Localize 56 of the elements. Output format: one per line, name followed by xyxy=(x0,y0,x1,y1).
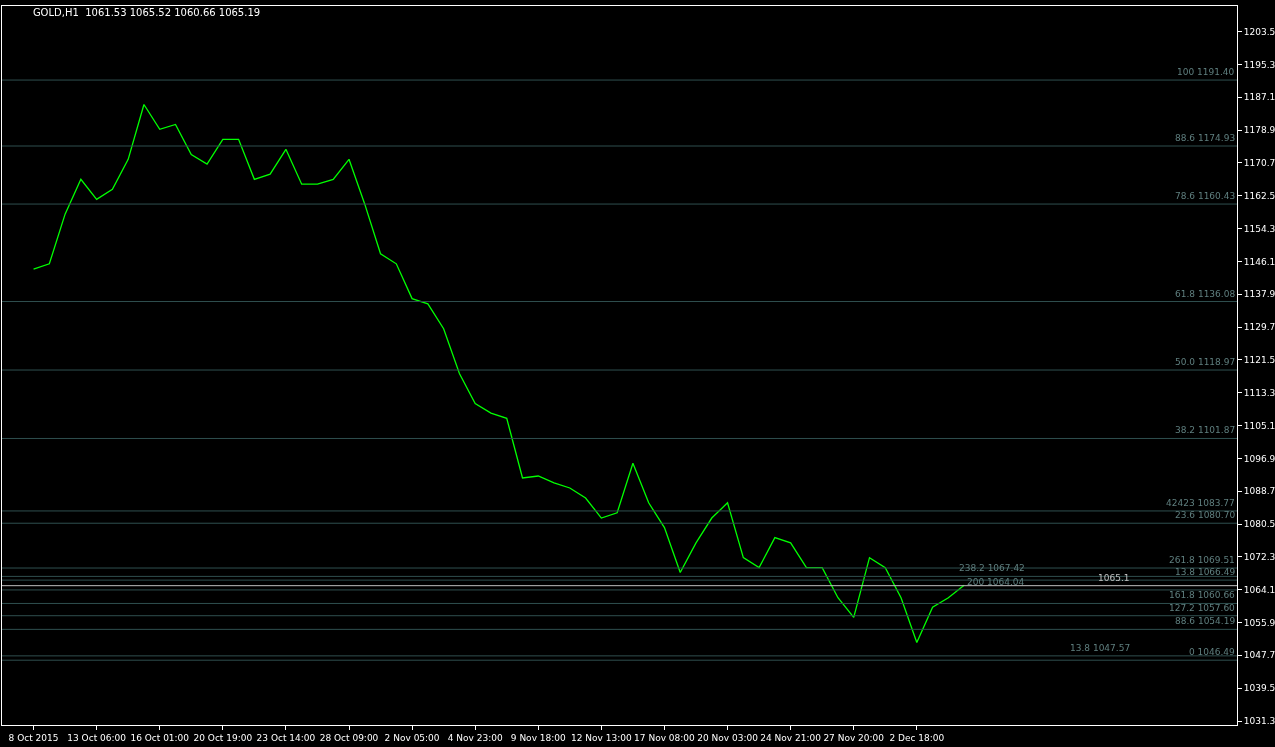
y-tick-label: 1178.9 xyxy=(1243,125,1275,136)
ref-line-label: 13.8 1047.57 xyxy=(1070,643,1131,653)
ref-line-label: 261.8 1069.51 xyxy=(1169,555,1235,565)
y-tick-label: 1162.5 xyxy=(1243,190,1275,201)
x-tick-label: 12 Nov 13:00 xyxy=(571,732,632,743)
ref-line-label: 127.2 1057.60 xyxy=(1169,603,1236,613)
ref-line-label: 50.0 1118.97 xyxy=(1175,357,1236,367)
y-tick-label: 1055.9 xyxy=(1243,617,1275,628)
y-tick-label: 1047.7 xyxy=(1243,650,1275,661)
y-tick-label: 1064.1 xyxy=(1243,584,1275,595)
ref-line-label: 0 1046.49 xyxy=(1189,647,1236,657)
x-tick-label: 24 Nov 21:00 xyxy=(760,732,822,743)
ref-line-label: 88.6 1174.93 xyxy=(1175,133,1236,143)
y-tick-label: 1088.7 xyxy=(1243,486,1275,497)
y-tick-label: 1072.3 xyxy=(1243,552,1275,563)
y-tick-label: 1195.3 xyxy=(1243,59,1275,70)
y-tick-label: 1154.3 xyxy=(1243,223,1275,234)
y-tick-label: 1096.9 xyxy=(1243,453,1275,464)
y-tick-label: 1146.1 xyxy=(1243,256,1275,267)
x-tick-label: 20 Oct 19:00 xyxy=(193,732,253,743)
x-tick-label: 9 Nov 18:00 xyxy=(510,732,567,743)
y-tick-label: 1105.1 xyxy=(1243,420,1275,431)
x-tick-label: 23 Oct 14:00 xyxy=(256,732,316,743)
y-tick-label: 1187.1 xyxy=(1243,92,1275,103)
y-tick-label: 1080.5 xyxy=(1243,519,1275,530)
x-tick-label: 13 Oct 06:00 xyxy=(67,732,127,743)
ref-line-label: 13.8 1066.49 xyxy=(1175,567,1236,577)
y-tick-label: 1031.3 xyxy=(1243,716,1275,727)
ref-line-label: 161.8 1060.66 xyxy=(1169,590,1236,600)
ref-line-label: 238.2 1067.42 xyxy=(959,563,1025,573)
x-tick-label: 2 Dec 18:00 xyxy=(889,732,945,743)
x-tick-label: 20 Nov 03:00 xyxy=(697,732,759,743)
y-tick-label: 1039.5 xyxy=(1243,683,1275,694)
y-tick-label: 1129.7 xyxy=(1243,322,1275,333)
chart-title: GOLD,H1 1061.53 1065.52 1060.66 1065.19 xyxy=(32,6,261,18)
ref-line-label: 78.6 1160.43 xyxy=(1175,191,1236,201)
x-tick-label: 28 Oct 09:00 xyxy=(319,732,379,743)
y-tick-label: 1121.5 xyxy=(1243,355,1275,366)
x-tick-label: 8 Oct 2015 xyxy=(8,732,59,743)
ref-line-label: 100 1191.40 xyxy=(1177,67,1235,77)
ref-line-label: 38.2 1101.87 xyxy=(1175,425,1236,435)
y-tick-label: 1170.7 xyxy=(1243,158,1275,169)
x-tick-label: 16 Oct 01:00 xyxy=(130,732,190,743)
ref-line-label: 42423 1083.77 xyxy=(1166,498,1235,508)
y-tick-label: 1113.3 xyxy=(1243,387,1275,398)
x-tick-label: 27 Nov 20:00 xyxy=(823,732,885,743)
y-tick-label: 1203.5 xyxy=(1243,26,1275,37)
ref-line-label: 200 1064.04 xyxy=(967,577,1025,587)
x-tick-label: 17 Nov 08:00 xyxy=(634,732,696,743)
x-tick-label: 2 Nov 05:00 xyxy=(384,732,440,743)
ref-line-label: 23.6 1080.70 xyxy=(1175,510,1236,520)
ref-line-label: 1065.1 xyxy=(1098,573,1130,583)
ref-line-label: 61.8 1136.08 xyxy=(1175,289,1236,299)
ref-line-label: 88.6 1054.19 xyxy=(1175,616,1236,626)
y-tick-label: 1137.9 xyxy=(1243,289,1275,300)
x-tick-label: 4 Nov 23:00 xyxy=(447,732,503,743)
